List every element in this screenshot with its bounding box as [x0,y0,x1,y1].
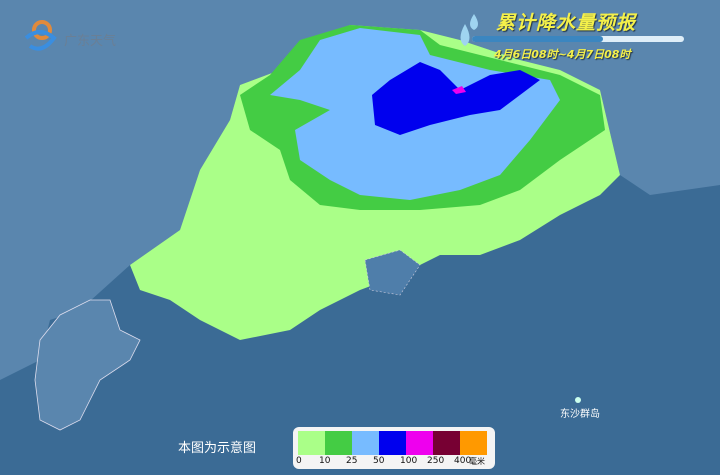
legend-tick: 10 [319,456,331,466]
legend-swatch-5 [433,431,460,455]
legend-swatch-1 [325,431,352,455]
leizhou-peninsula [34,299,141,431]
legend-swatch-0 [298,431,325,455]
sun-wave-logo-icon [24,20,57,51]
legend-swatch-3 [379,431,406,455]
pearl-river-delta-waters [364,249,421,296]
legend: 毫米 0 10 25 50 100 250 400 [293,427,495,469]
surrounding-land [0,0,720,380]
legend-unit: 毫米 [469,457,485,466]
title-progress-fill [472,36,604,42]
region-50-100mm [372,62,540,135]
legend-swatch-2 [352,431,379,455]
island-label: 东沙群岛 [560,409,600,420]
water-drop-icon [460,14,478,46]
dongsha-island-marker [575,397,581,403]
region-100-250mm [452,86,466,94]
guangdong-weather-logo [20,16,120,52]
map-title: 累计降水量预报 [496,12,637,34]
legend-tick: 100 [400,456,418,466]
legend-swatch-4 [406,431,433,455]
logo-text: 广东天气 [64,34,117,49]
legend-tick: 0 [296,456,302,466]
legend-tick: 25 [346,456,358,466]
legend-tick: 400 [454,456,472,466]
legend-tick: 250 [427,456,445,466]
forecast-period: 4月6日08时~4月7日08时 [494,48,631,61]
legend-tick: 50 [373,456,385,466]
title-progress-bar [472,36,684,42]
schematic-note: 本图为示意图 [178,441,257,456]
legend-swatch-6 [460,431,487,455]
